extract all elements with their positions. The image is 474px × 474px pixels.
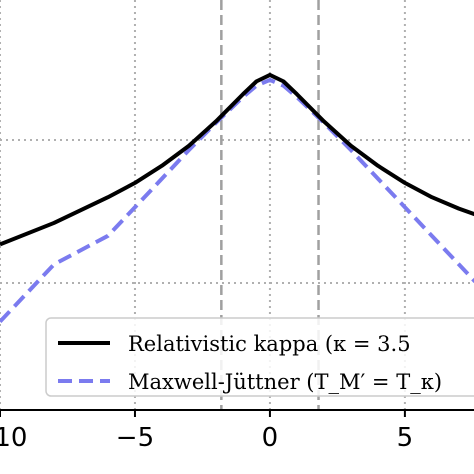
legend-label: Relativistic kappa (κ = 3.5 [128,332,411,356]
legend-box [45,317,474,397]
series-line [0,77,474,323]
series-line [0,72,474,247]
x-tick-label: −10 [0,423,27,453]
x-tick-label: −5 [116,423,154,453]
legend-label: Maxwell-Jüttner (T_M′ = T_κ) [128,370,442,394]
legend: Relativistic kappa (κ = 3.5 Maxwell-Jüttn… [45,317,474,397]
x-tick-label: 5 [397,423,414,453]
x-tick-label: 0 [262,423,279,453]
